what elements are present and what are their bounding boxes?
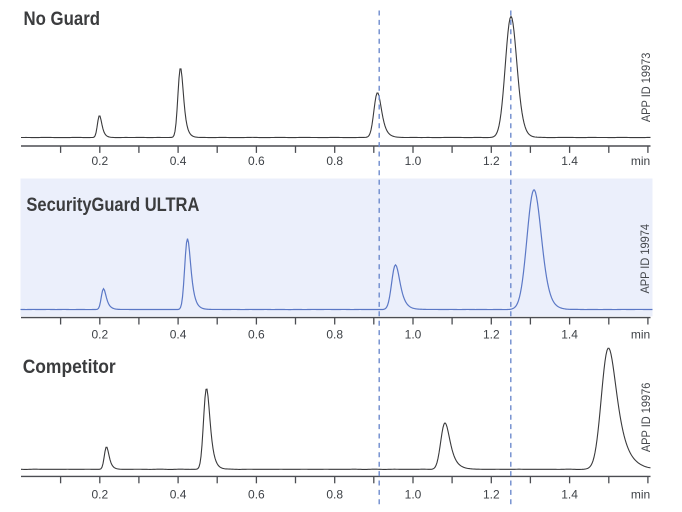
- svg-text:APP ID 19974: APP ID 19974: [640, 223, 652, 293]
- svg-text:1.0: 1.0: [405, 487, 422, 501]
- svg-text:0.4: 0.4: [170, 327, 187, 341]
- svg-text:0.4: 0.4: [170, 487, 187, 501]
- svg-text:1.2: 1.2: [483, 327, 500, 341]
- svg-text:0.6: 0.6: [248, 487, 265, 501]
- svg-text:min: min: [631, 154, 650, 168]
- svg-text:SecurityGuard ULTRA: SecurityGuard ULTRA: [26, 195, 199, 216]
- svg-text:min: min: [631, 327, 650, 341]
- svg-text:0.2: 0.2: [91, 154, 108, 168]
- svg-text:No Guard: No Guard: [24, 9, 101, 30]
- svg-text:1.4: 1.4: [561, 154, 578, 168]
- svg-text:0.6: 0.6: [248, 327, 265, 341]
- svg-text:1.2: 1.2: [483, 154, 500, 168]
- svg-text:0.2: 0.2: [91, 327, 108, 341]
- svg-text:Competitor: Competitor: [23, 357, 117, 378]
- svg-text:0.6: 0.6: [248, 154, 265, 168]
- svg-text:0.8: 0.8: [326, 487, 343, 501]
- svg-text:0.4: 0.4: [170, 154, 187, 168]
- svg-text:0.2: 0.2: [91, 487, 108, 501]
- svg-text:1.4: 1.4: [561, 487, 578, 501]
- svg-text:0.8: 0.8: [326, 327, 343, 341]
- svg-text:min: min: [631, 487, 650, 501]
- svg-text:1.0: 1.0: [405, 327, 422, 341]
- svg-text:1.4: 1.4: [561, 327, 578, 341]
- svg-text:APP ID 19976: APP ID 19976: [641, 383, 653, 453]
- svg-text:1.2: 1.2: [483, 487, 500, 501]
- svg-text:APP ID 19973: APP ID 19973: [641, 53, 653, 123]
- svg-text:0.8: 0.8: [326, 154, 343, 168]
- svg-text:1.0: 1.0: [405, 154, 422, 168]
